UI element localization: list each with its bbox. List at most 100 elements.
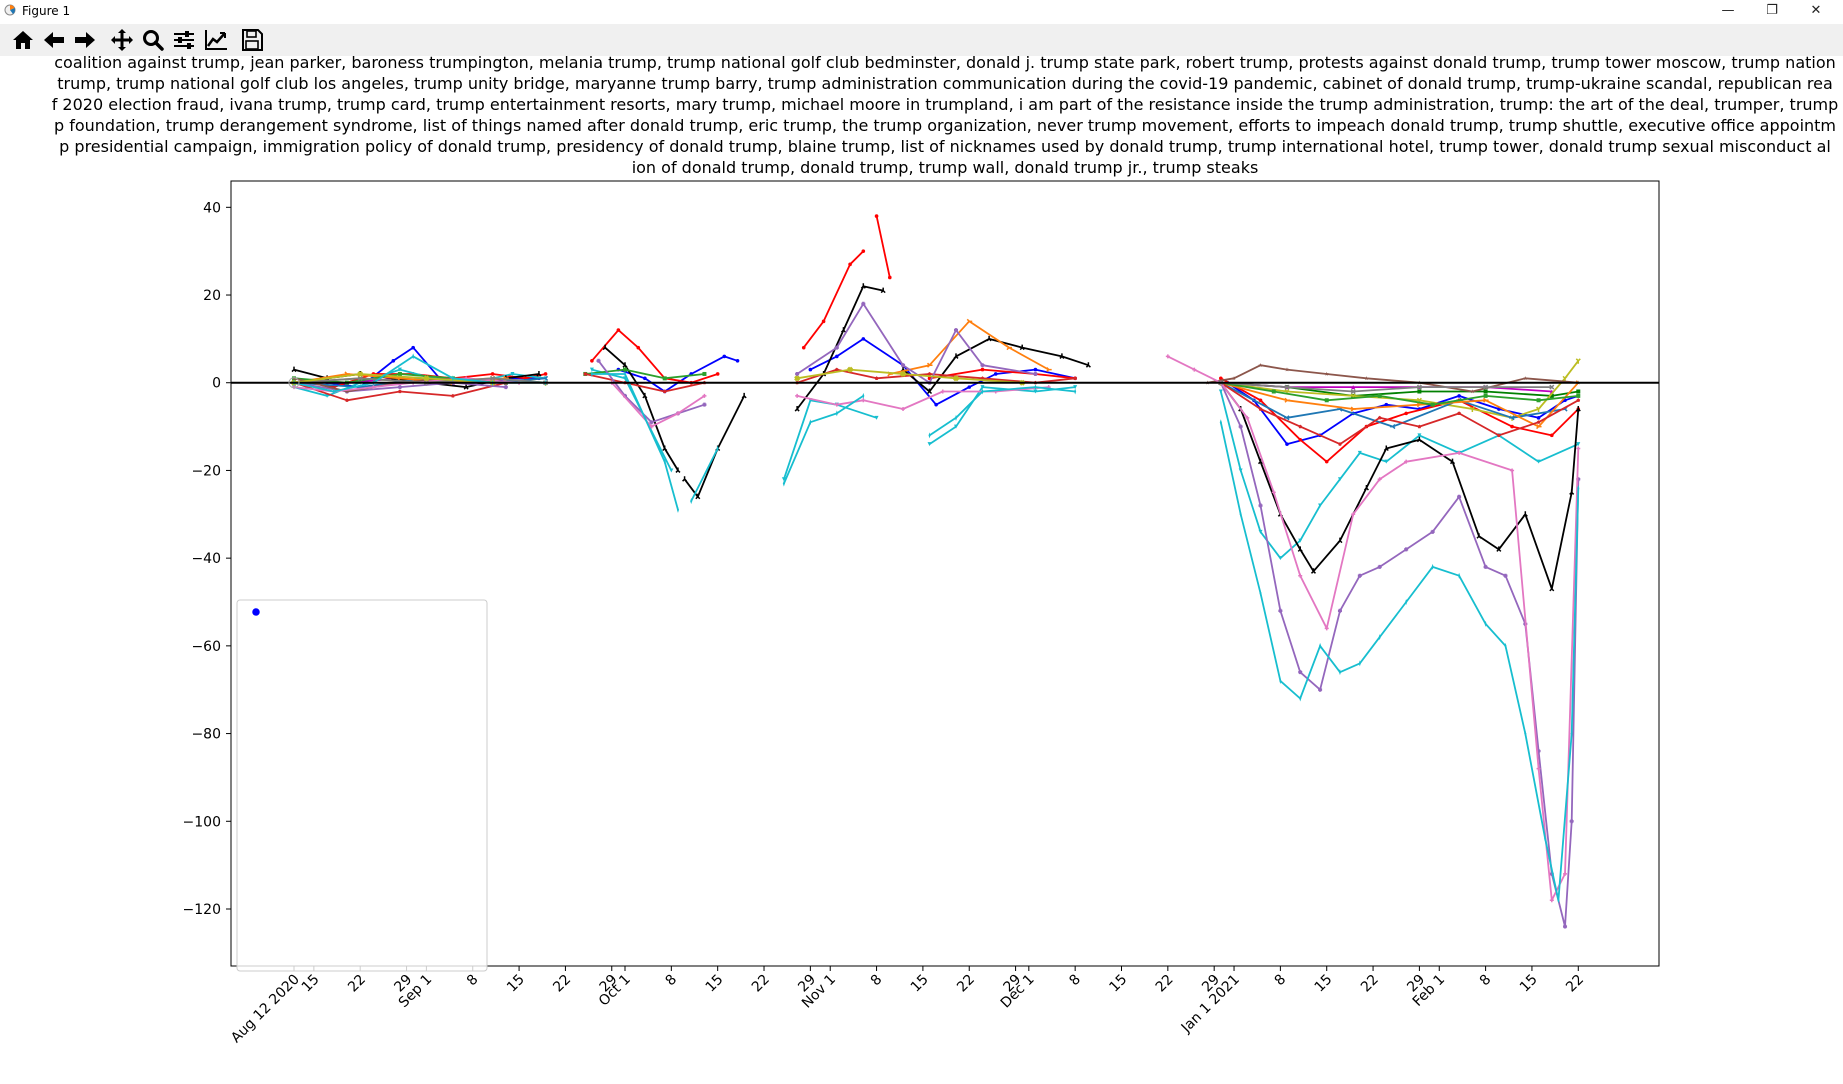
navigation-toolbar	[0, 24, 1843, 56]
forward-button[interactable]	[72, 28, 98, 52]
data-point	[371, 385, 376, 390]
data-point	[1557, 897, 1560, 904]
data-point	[1377, 415, 1382, 420]
data-point	[722, 354, 727, 359]
data-point	[1238, 424, 1243, 429]
data-point	[1404, 547, 1409, 552]
data-point	[490, 372, 495, 376]
data-point	[980, 376, 985, 380]
data-point	[642, 392, 648, 399]
data-point	[1284, 397, 1290, 403]
data-point	[636, 345, 641, 350]
data-point	[1523, 376, 1528, 381]
data-point	[1046, 367, 1052, 373]
data-point	[423, 375, 430, 382]
close-button[interactable]: ✕	[1810, 3, 1822, 18]
data-point	[682, 476, 688, 482]
home-icon	[13, 31, 33, 49]
data-point	[662, 389, 667, 394]
data-point	[967, 385, 972, 389]
home-button[interactable]	[10, 28, 36, 52]
x-tick-label: 15	[299, 972, 323, 996]
data-point	[1536, 459, 1541, 464]
data-point	[1457, 450, 1462, 455]
data-point	[1510, 424, 1514, 429]
restore-button[interactable]: ❐	[1766, 3, 1778, 18]
data-point	[1569, 489, 1575, 495]
series-line	[591, 329, 718, 384]
series-line	[1207, 364, 1579, 393]
series-line	[591, 373, 679, 511]
data-point	[1416, 436, 1422, 443]
data-point	[794, 375, 801, 382]
data-point	[1449, 458, 1456, 465]
legend-box	[236, 599, 488, 972]
configure-subplots-button[interactable]	[171, 28, 197, 52]
back-button[interactable]	[41, 28, 67, 52]
data-point	[676, 506, 679, 513]
zoom-button[interactable]	[140, 28, 166, 52]
data-point	[1337, 608, 1342, 613]
data-point	[1563, 871, 1568, 876]
save-button[interactable]	[239, 28, 265, 52]
data-point	[1417, 433, 1422, 438]
data-point	[503, 385, 508, 390]
series-line	[796, 302, 1036, 384]
data-point	[1496, 546, 1502, 552]
data-point	[953, 353, 959, 359]
edit-axis-button[interactable]	[203, 28, 229, 52]
data-point	[1298, 424, 1303, 429]
data-point	[344, 389, 350, 394]
data-point	[1319, 642, 1322, 649]
data-point	[1549, 585, 1555, 592]
series-line	[802, 250, 864, 349]
data-point	[662, 445, 668, 452]
data-point	[663, 458, 666, 465]
data-point	[741, 392, 747, 399]
y-tick-label: 0	[212, 376, 221, 392]
data-point	[1549, 384, 1555, 390]
data-point	[1033, 367, 1038, 372]
data-point	[926, 362, 933, 368]
data-point	[1278, 556, 1283, 561]
data-point	[1536, 398, 1541, 403]
x-tick-label: 22	[954, 972, 978, 996]
data-point	[940, 389, 945, 394]
data-point	[1073, 376, 1078, 380]
figure-canvas[interactable]: coalition against trump, jean parker, ba…	[0, 53, 1843, 1080]
data-point	[649, 424, 654, 429]
data-point	[1524, 730, 1527, 737]
data-point	[1536, 766, 1541, 771]
matplotlib-app-icon	[4, 4, 16, 16]
data-point	[1576, 446, 1581, 451]
data-point	[412, 353, 415, 360]
x-tick-label: 22	[1358, 972, 1382, 996]
data-point	[716, 445, 719, 452]
data-point	[901, 407, 906, 412]
minimize-button[interactable]: —	[1721, 3, 1735, 18]
data-point	[861, 249, 866, 253]
x-tick-label: 22	[345, 972, 369, 996]
x-tick-label: 15	[504, 972, 528, 996]
series-line	[783, 395, 864, 484]
data-point	[589, 367, 594, 372]
x-tick-label: 8	[1066, 972, 1084, 990]
data-point	[536, 370, 542, 377]
data-point	[1218, 389, 1223, 394]
back-icon	[44, 32, 64, 48]
data-point	[1357, 573, 1362, 578]
data-point	[901, 363, 906, 368]
data-point	[695, 493, 701, 500]
series-line	[1219, 391, 1579, 560]
data-point	[1231, 376, 1237, 381]
data-point	[1536, 420, 1541, 424]
data-point	[927, 442, 932, 447]
data-point	[1318, 687, 1323, 692]
data-point	[1284, 384, 1290, 390]
data-point	[1324, 398, 1329, 403]
data-point	[1563, 924, 1568, 929]
pan-button[interactable]	[109, 28, 135, 52]
data-point	[397, 371, 402, 376]
data-point	[1483, 389, 1488, 394]
x-tick-label: 22	[749, 972, 773, 996]
